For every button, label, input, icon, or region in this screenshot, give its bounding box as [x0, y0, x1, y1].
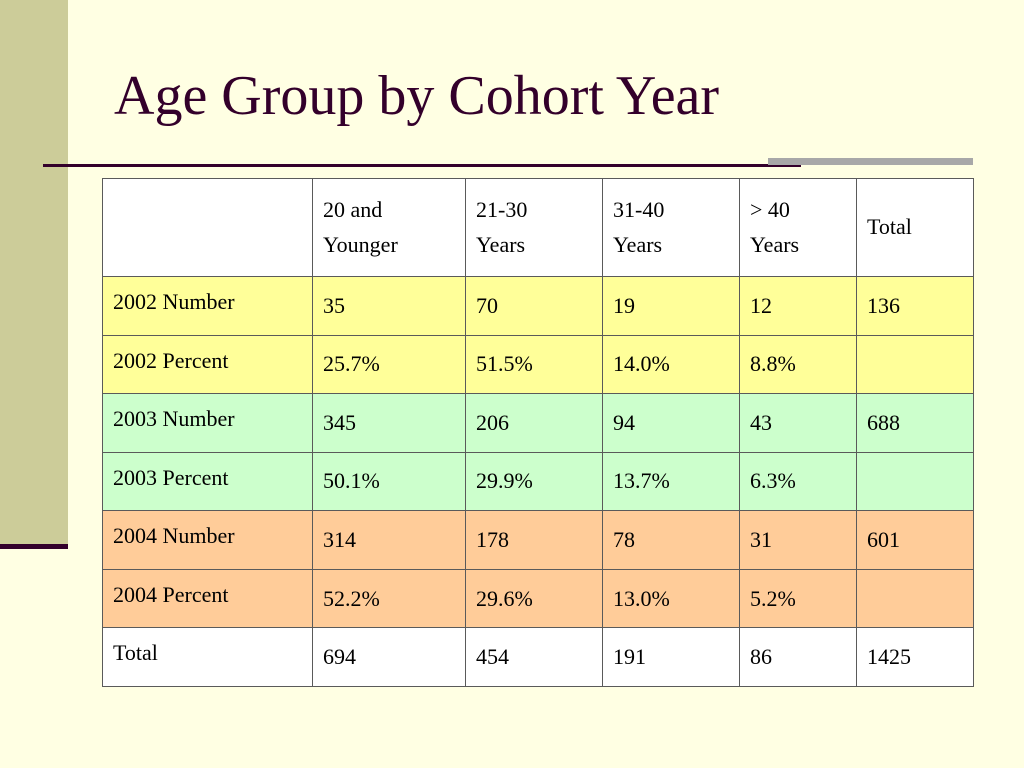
header-cell-total: Total	[856, 178, 974, 277]
table-cell: 454	[465, 627, 603, 687]
table-cell: 136	[856, 276, 974, 336]
table-cell: 29.9%	[465, 451, 603, 512]
side-decoration-bar	[0, 0, 68, 545]
header-cell-21-30-years: 21-30 Years	[465, 178, 603, 277]
table-cell	[856, 568, 974, 629]
table-cell: 29.6%	[465, 568, 603, 629]
table-row: 2002 Number 35 70 19 12 136	[102, 276, 974, 336]
table-cell: 50.1%	[312, 451, 466, 512]
table-cell: 12	[739, 276, 857, 336]
table-cell: 78	[602, 510, 740, 570]
table-cell: 70	[465, 276, 603, 336]
table-cell: 51.5%	[465, 334, 603, 395]
slide-title: Age Group by Cohort Year	[114, 65, 720, 127]
table-cell: 694	[312, 627, 466, 687]
table-row-total: Total 694 454 191 86 1425	[102, 627, 974, 687]
table-cell: 19	[602, 276, 740, 336]
table-cell: 52.2%	[312, 568, 466, 629]
table-cell: 5.2%	[739, 568, 857, 629]
table-cell: 8.8%	[739, 334, 857, 395]
table-row: 2004 Number 314 178 78 31 601	[102, 510, 974, 570]
table-cell: 94	[602, 393, 740, 453]
table-row: 2003 Percent 50.1% 29.9% 13.7% 6.3%	[102, 451, 974, 512]
row-label: 2004 Number	[102, 510, 313, 570]
table-cell: 601	[856, 510, 974, 570]
table-row: 2002 Percent 25.7% 51.5% 14.0% 8.8%	[102, 334, 974, 395]
table-cell: 191	[602, 627, 740, 687]
table-row: 2003 Number 345 206 94 43 688	[102, 393, 974, 453]
header-cell-empty	[102, 178, 313, 277]
header-cell-20-and-younger: 20 and Younger	[312, 178, 466, 277]
table-header-row: 20 and Younger 21-30 Years 31-40 Years >…	[102, 178, 974, 277]
table-row: 2004 Percent 52.2% 29.6% 13.0% 5.2%	[102, 568, 974, 629]
table-cell: 31	[739, 510, 857, 570]
title-underline	[43, 164, 801, 167]
table-cell: 25.7%	[312, 334, 466, 395]
row-label: Total	[102, 627, 313, 687]
row-label: 2002 Number	[102, 276, 313, 336]
row-label: 2004 Percent	[102, 568, 313, 629]
table-cell	[856, 451, 974, 512]
header-cell-31-40-years: 31-40 Years	[602, 178, 740, 277]
table-cell	[856, 334, 974, 395]
table-cell: 345	[312, 393, 466, 453]
side-decoration-rule	[0, 544, 68, 549]
table-cell: 13.0%	[602, 568, 740, 629]
row-label: 2002 Percent	[102, 334, 313, 395]
age-cohort-table: 20 and Younger 21-30 Years 31-40 Years >…	[102, 178, 974, 687]
table-cell: 14.0%	[602, 334, 740, 395]
table-cell: 1425	[856, 627, 974, 687]
table-cell: 13.7%	[602, 451, 740, 512]
table-cell: 43	[739, 393, 857, 453]
table-cell: 178	[465, 510, 603, 570]
table-cell: 86	[739, 627, 857, 687]
row-label: 2003 Percent	[102, 451, 313, 512]
table-cell: 688	[856, 393, 974, 453]
table-cell: 35	[312, 276, 466, 336]
title-accent-bar	[768, 158, 973, 165]
table-cell: 314	[312, 510, 466, 570]
table-cell: 6.3%	[739, 451, 857, 512]
table-cell: 206	[465, 393, 603, 453]
row-label: 2003 Number	[102, 393, 313, 453]
header-cell-over-40-years: > 40 Years	[739, 178, 857, 277]
